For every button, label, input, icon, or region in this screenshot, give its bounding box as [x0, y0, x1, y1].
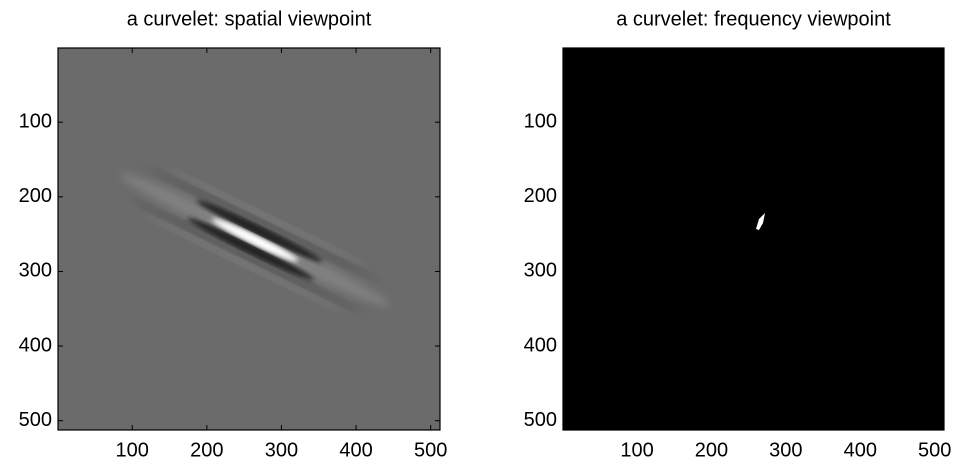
x-tick-label: 300: [265, 439, 298, 461]
x-tick-label: 400: [844, 439, 877, 461]
image-background: [563, 48, 944, 430]
x-tick-label: 100: [620, 439, 653, 461]
y-tick-label: 400: [524, 334, 557, 356]
y-tick-label: 300: [19, 260, 52, 282]
x-tick-label: 500: [918, 439, 951, 461]
chart-title: a curvelet: frequency viewpoint: [616, 8, 891, 30]
axes-frame: [57, 47, 441, 431]
y-tick-label: 300: [524, 260, 557, 282]
curvelet-spatial: [120, 166, 390, 314]
x-tick-label: 200: [695, 439, 728, 461]
curvelet-frequency: [756, 213, 765, 230]
x-tick-label: 400: [339, 439, 372, 461]
x-tick-label: 300: [769, 439, 802, 461]
x-tick-label: 500: [414, 439, 447, 461]
y-tick-label: 200: [524, 185, 557, 207]
y-tick-label: 500: [524, 409, 557, 431]
y-tick-label: 500: [19, 409, 52, 431]
y-tick-label: 200: [19, 185, 52, 207]
y-tick-label: 100: [19, 111, 52, 133]
y-tick-label: 100: [524, 111, 557, 133]
chart-title: a curvelet: spatial viewpoint: [127, 8, 372, 30]
x-tick-label: 100: [116, 439, 149, 461]
y-tick-label: 400: [19, 334, 52, 356]
axes-frame: [562, 47, 945, 431]
x-tick-label: 200: [190, 439, 223, 461]
